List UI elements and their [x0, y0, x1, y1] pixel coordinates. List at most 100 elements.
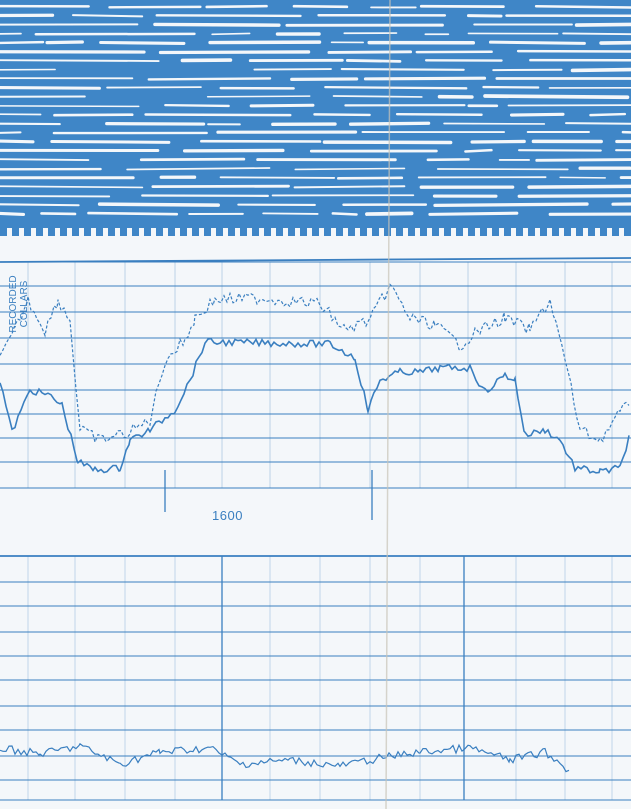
perforation-notch — [48, 228, 55, 236]
band-streak — [144, 113, 292, 117]
perforation-notch — [300, 228, 307, 236]
band-streak — [345, 59, 402, 63]
perforation-notch — [468, 228, 475, 236]
band-streak — [249, 103, 315, 108]
perforation-notch — [312, 228, 319, 236]
perforation-notch — [492, 228, 499, 236]
perforation-notch — [372, 228, 379, 236]
band-streak — [0, 105, 140, 108]
band-streak — [293, 185, 406, 189]
perforation-notch — [0, 228, 7, 236]
perforation-notch — [624, 228, 631, 236]
perforation-notch — [120, 228, 127, 236]
depth-ticks — [164, 470, 373, 520]
band-streak — [292, 4, 349, 9]
band-streak — [589, 112, 627, 117]
band-streak — [99, 40, 186, 45]
band-streak — [0, 158, 90, 161]
perforation-notch — [240, 228, 247, 236]
perforation-notch — [480, 228, 487, 236]
band-streak — [535, 158, 631, 162]
perforation-notch — [72, 228, 79, 236]
band-streak — [470, 139, 526, 144]
band-streak — [205, 4, 268, 9]
perforation-notch — [12, 228, 19, 236]
band-streak — [253, 68, 332, 71]
band-streak — [147, 77, 272, 81]
perforation-notch — [228, 228, 235, 236]
band-streak — [219, 176, 336, 179]
perforation-notch — [576, 228, 583, 236]
perforation-notch — [276, 228, 283, 236]
perforation-notch — [324, 228, 331, 236]
band-streak — [0, 139, 35, 144]
lower-track-grid — [0, 555, 631, 801]
band-streak — [155, 14, 302, 18]
band-streak — [294, 167, 406, 171]
band-streak — [565, 122, 631, 125]
band-streak — [211, 32, 251, 36]
upper-track-grid — [0, 257, 631, 489]
band-streak — [395, 112, 483, 116]
band-streak — [0, 40, 45, 45]
perforation-notch — [420, 228, 427, 236]
perforation-notch — [348, 228, 355, 236]
perforation-notch — [60, 228, 67, 236]
perforation-notch — [36, 228, 43, 236]
band-streak — [517, 194, 631, 198]
perforation-notch — [144, 228, 151, 236]
depth-label: 1600 — [212, 508, 243, 523]
band-streak — [0, 203, 80, 207]
curve-label-line2: COLLARS — [19, 280, 30, 328]
band-streak — [206, 95, 311, 98]
band-streak — [158, 50, 311, 55]
perforation-notch — [588, 228, 595, 236]
band-streak — [488, 40, 586, 45]
perforation-notch — [24, 228, 31, 236]
band-streak — [0, 59, 160, 62]
band-streak — [313, 113, 371, 117]
perforation-notch — [360, 228, 367, 236]
band-streak — [164, 103, 230, 108]
perforation-notch — [264, 228, 271, 236]
band-streak — [71, 14, 144, 18]
band-streak — [97, 202, 220, 207]
perforation-notch — [288, 228, 295, 236]
perforation-notch — [564, 228, 571, 236]
perforation-edge — [0, 228, 631, 236]
band-streak — [153, 22, 281, 27]
perforation-notch — [96, 228, 103, 236]
band-streak — [332, 95, 423, 98]
perforation-notch — [84, 228, 91, 236]
perforation-notch — [204, 228, 211, 236]
perforation-notch — [384, 228, 391, 236]
band-streak — [570, 67, 631, 73]
band-streak — [331, 212, 358, 216]
perforation-notch — [444, 228, 451, 236]
curve-label: RECORDED COLLARS — [8, 258, 30, 350]
band-streak — [574, 22, 631, 27]
band-streak — [534, 5, 631, 9]
perforation-notch — [132, 228, 139, 236]
band-streak — [562, 32, 631, 36]
perforation-notch — [252, 228, 259, 236]
perforation-notch — [396, 228, 403, 236]
curve-label-line1: RECORDED — [8, 275, 19, 333]
solid-log-curve — [0, 337, 630, 474]
dashed-log-curve — [0, 283, 630, 445]
paper-crease — [385, 0, 391, 809]
band-streak — [324, 85, 468, 90]
perforation-notch — [408, 228, 415, 236]
perforation-notch — [108, 228, 115, 236]
band-streak — [428, 211, 519, 216]
perforation-notch — [612, 228, 619, 236]
band-streak — [0, 185, 144, 189]
perforation-notch — [180, 228, 187, 236]
band-streak — [433, 202, 589, 208]
band-streak — [327, 50, 413, 54]
perforation-notch — [516, 228, 523, 236]
band-streak — [126, 167, 271, 171]
band-streak — [139, 157, 246, 162]
perforation-notch — [168, 228, 175, 236]
